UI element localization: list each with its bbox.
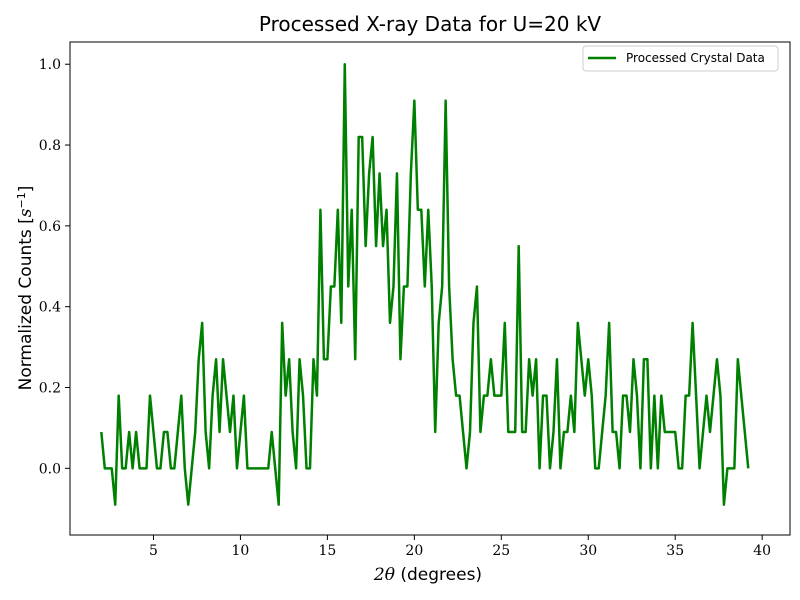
y-tick-label: 0.2 [39,381,61,397]
x-axis-label-text: (degrees) [395,565,482,585]
x-axis-label-symbol: 2θ [373,565,395,585]
plot-series-layer [100,62,750,506]
y-tick-label: 0.4 [39,300,61,316]
y-axis-label-symbol: s [16,208,36,217]
y-tick-label: 0.8 [39,138,61,154]
y-axis-label: Normalized Counts [s−1] [15,186,37,391]
legend-entry-label: Processed Crystal Data [626,51,765,65]
y-tick-label: 0.0 [39,461,61,477]
chart-title: Processed X-ray Data for U=20 kV [259,12,602,36]
x-tick-label: 5 [149,543,158,559]
legend: Processed Crystal Data [582,45,779,72]
y-axis: 0.0 0.2 0.4 0.6 0.8 1.0 [39,57,70,477]
x-tick-label: 25 [492,543,510,559]
y-tick-label: 0.6 [39,219,61,235]
x-tick-label: 40 [753,543,771,559]
x-axis: 5 10 15 20 25 30 35 40 [149,535,771,559]
x-axis-label: 2θ (degrees) [373,565,482,585]
legend-box [582,45,779,72]
series-line-processed-crystal-data [100,62,750,506]
x-tick-label: 20 [405,543,423,559]
x-tick-label: 35 [666,543,684,559]
x-tick-label: 15 [318,543,336,559]
y-tick-label: 1.0 [39,57,61,73]
y-axis-label-exponent: −1 [15,192,28,208]
x-tick-label: 10 [232,543,250,559]
x-tick-label: 30 [579,543,597,559]
plot-frame [69,41,791,536]
y-axis-label-prefix: Normalized Counts [ [16,217,36,390]
y-axis-label-suffix: ] [16,186,36,193]
